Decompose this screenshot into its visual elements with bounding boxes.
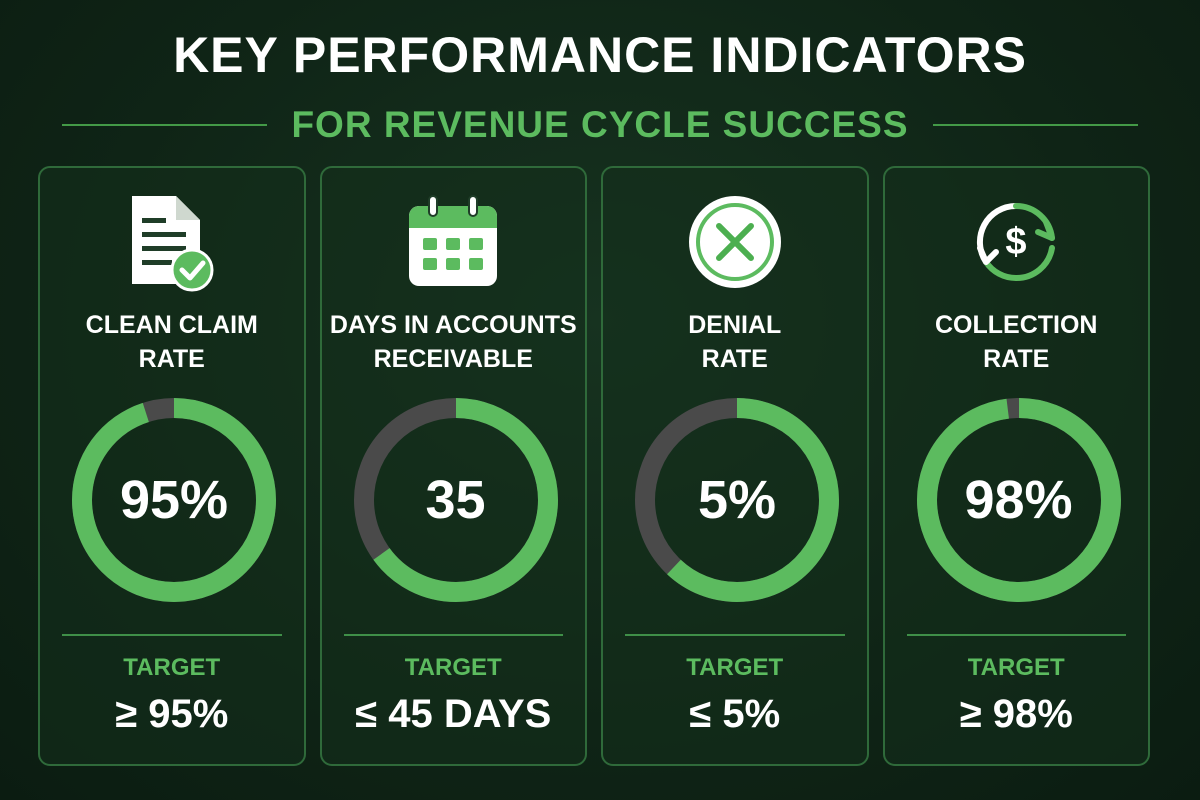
kpi-value: 98% (964, 470, 1073, 530)
kpi-label: DENIAL RATE (603, 308, 867, 376)
kpi-label-line-2: RATE (983, 345, 1050, 373)
kpi-label-line-1: DENIAL (688, 311, 782, 339)
calendar-icon (322, 192, 586, 292)
kpi-card-clean-claim-rate: CLEAN CLAIM RATE 95% TARGET ≥ 95% (38, 166, 306, 766)
target-value: ≤ 45 DAYS (355, 692, 552, 736)
kpi-gauge: 98% (909, 390, 1129, 610)
card-divider (906, 634, 1126, 636)
kpi-label: COLLECTION RATE (885, 308, 1149, 376)
kpi-label: CLEAN CLAIM RATE (40, 308, 304, 376)
kpi-label-line-2: RATE (701, 345, 768, 373)
target-label: TARGET (123, 654, 221, 681)
kpi-card-collection-rate: $ COLLECTION RATE 98% TARGET ≥ 98% (882, 166, 1150, 766)
page-subtitle: FOR REVENUE CYCLE SUCCESS (291, 104, 909, 145)
target-label: TARGET (686, 654, 784, 681)
svg-text:$: $ (1006, 221, 1027, 263)
kpi-card-denial-rate: DENIAL RATE 5% TARGET ≤ 5% (601, 166, 869, 766)
kpi-label: DAYS IN ACCOUNTS RECEIVABLE (322, 308, 586, 376)
kpi-label-line-2: RECEIVABLE (373, 345, 533, 373)
kpi-value: 95% (119, 470, 229, 530)
x-circle-icon (603, 192, 867, 292)
gauge-fill (635, 398, 839, 602)
kpi-label-line-2: RATE (138, 345, 205, 373)
target-label: TARGET (404, 654, 502, 681)
kpi-gauge: 95% (64, 390, 284, 610)
gauge-fill (72, 398, 276, 602)
page-title: KEY PERFORMANCE INDICATORS (173, 27, 1027, 83)
kpi-card-days-in-ar: DAYS IN ACCOUNTS RECEIVABLE 35 TARGET ≤ … (319, 166, 587, 766)
gauge-fill (916, 398, 1121, 602)
dollar-cycle-icon: $ (885, 192, 1149, 292)
kpi-gauge: 5% (627, 390, 847, 610)
target-value: ≥ 95% (115, 692, 229, 736)
target-value: ≤ 5% (689, 692, 781, 736)
kpi-value: 35 (425, 470, 486, 530)
kpi-value: 5% (697, 470, 777, 530)
subtitle-row: FOR REVENUE CYCLE SUCCESS (62, 100, 1138, 150)
target-label: TARGET (967, 654, 1065, 681)
card-divider (62, 634, 282, 636)
kpi-cards: CLEAN CLAIM RATE 95% TARGET ≥ 95% (38, 166, 1150, 766)
subtitle-rule-left (62, 124, 268, 126)
target-value: ≥ 98% (959, 692, 1073, 736)
kpi-label-line-1: COLLECTION (935, 311, 1098, 339)
kpi-label-line-1: DAYS IN ACCOUNTS (329, 311, 577, 339)
document-check-icon (40, 192, 304, 292)
kpi-gauge: 35 (346, 390, 566, 610)
kpi-label-line-1: CLEAN CLAIM (85, 311, 258, 339)
gauge-fill (353, 398, 558, 602)
card-divider (343, 634, 563, 636)
subtitle-rule-right (932, 124, 1138, 126)
card-divider (625, 634, 845, 636)
